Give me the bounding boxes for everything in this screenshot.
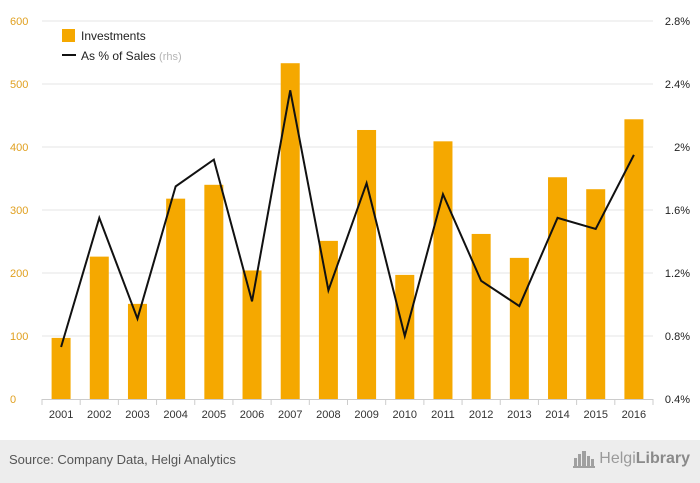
bar-2015: [586, 189, 606, 399]
bar-2002: [89, 256, 109, 399]
brand-name: HelgiLibrary: [599, 450, 690, 467]
x-tick-label-2001: 2001: [49, 409, 73, 421]
bar-2014: [548, 177, 568, 399]
x-tick-label-2003: 2003: [125, 409, 149, 421]
bar-2016: [624, 119, 644, 399]
right-tick-label: 1.2%: [665, 268, 690, 280]
x-tick-label-2011: 2011: [431, 409, 455, 421]
bar-2011: [433, 141, 453, 399]
right-tick-label: 0.8%: [665, 331, 690, 343]
bar-2009: [357, 129, 377, 400]
right-tick-label: 2%: [674, 142, 690, 154]
left-tick-label: 300: [10, 205, 28, 217]
left-tick-label: 400: [10, 142, 28, 154]
x-tick-label-2004: 2004: [163, 409, 187, 421]
bar-2013: [509, 257, 529, 399]
city-skyline-icon: [573, 451, 596, 468]
x-tick-label-2014: 2014: [545, 409, 569, 421]
x-tick-label-2016: 2016: [622, 409, 646, 421]
investment-bars: [51, 63, 644, 400]
bar-2001: [51, 337, 71, 399]
x-tick-label-2007: 2007: [278, 409, 302, 421]
right-tick-label: 0.4%: [665, 394, 690, 406]
left-tick-label: 600: [10, 16, 28, 28]
legend-label-sales-ratio: As % of Sales (rhs): [81, 49, 182, 63]
x-tick-label-2013: 2013: [507, 409, 531, 421]
left-tick-label: 500: [10, 79, 28, 91]
combo-chart: 0 100 200 300 400 500 600 0.4% 0.8% 1.2% 1.6% 2% 2.…: [10, 16, 690, 421]
source-note: Source: Company Data, Helgi Analytics: [9, 452, 236, 467]
bar-2007: [280, 63, 300, 400]
bar-2003: [127, 303, 147, 399]
x-tick-label-2005: 2005: [202, 409, 226, 421]
bar-2005: [204, 184, 224, 399]
legend-swatch-investments: [62, 29, 75, 42]
x-axis-labels: 2001 2002 2003 2004 2005 2006 2007 2008 2009 2010…: [49, 409, 646, 421]
x-tick-label-2012: 2012: [469, 409, 493, 421]
legend-rhs-suffix: (rhs): [159, 51, 182, 63]
legend: Investments As % of Sales (rhs): [62, 29, 182, 63]
right-axis-labels: 0.4% 0.8% 1.2% 1.6% 2% 2.4% 2.8%: [665, 16, 690, 406]
x-tick-label-2006: 2006: [240, 409, 264, 421]
bar-2012: [471, 233, 491, 399]
left-tick-label: 0: [10, 394, 16, 406]
bar-2004: [166, 198, 186, 399]
right-tick-label: 2.8%: [665, 16, 690, 28]
x-axis: [41, 399, 654, 405]
right-tick-label: 2.4%: [665, 79, 690, 91]
left-tick-label: 100: [10, 331, 28, 343]
x-tick-label-2015: 2015: [583, 409, 607, 421]
left-tick-label: 200: [10, 268, 28, 280]
bar-2006: [242, 270, 262, 399]
right-tick-label: 1.6%: [665, 205, 690, 217]
sales-ratio-polyline: [60, 90, 635, 348]
sales-ratio-line: [60, 90, 635, 348]
x-tick-label-2009: 2009: [354, 409, 378, 421]
brand-logo: HelgiLibrary: [573, 450, 690, 468]
left-axis-labels: 0 100 200 300 400 500 600: [10, 16, 28, 406]
x-tick-label-2010: 2010: [393, 409, 417, 421]
bar-2008: [318, 240, 338, 399]
legend-label-investments: Investments: [81, 29, 146, 43]
x-tick-label-2008: 2008: [316, 409, 340, 421]
footer-bar: Source: Company Data, Helgi Analytics He…: [0, 440, 700, 483]
chart-area: 0 100 200 300 400 500 600 0.4% 0.8% 1.2% 1.6% 2% 2.…: [10, 16, 690, 421]
x-tick-label-2002: 2002: [87, 409, 111, 421]
